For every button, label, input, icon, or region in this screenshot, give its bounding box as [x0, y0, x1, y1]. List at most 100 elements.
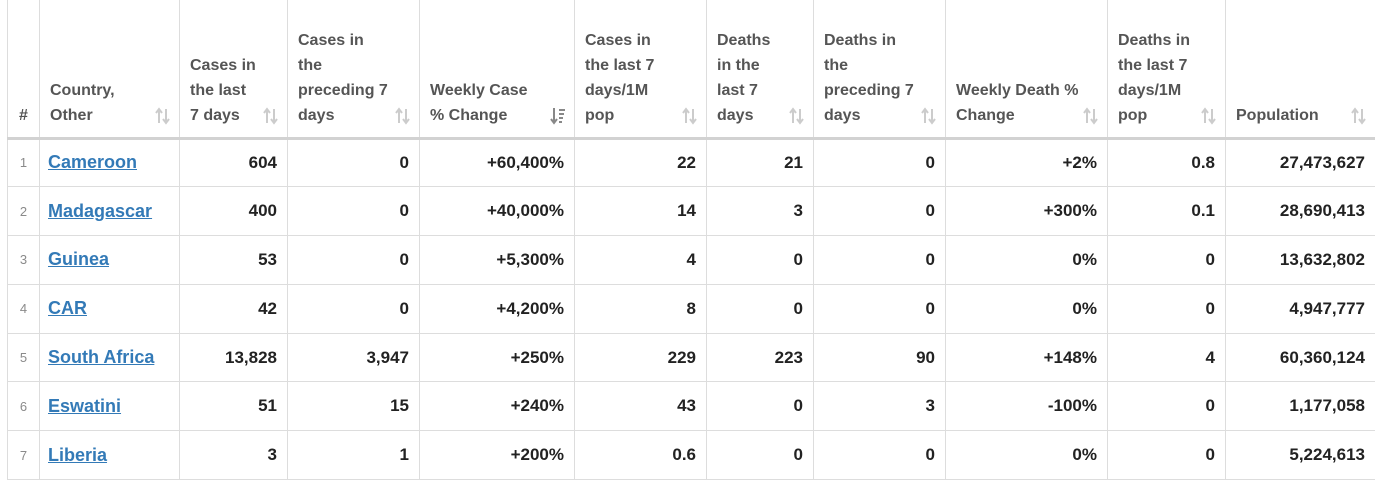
header-label: Weekly Case % Change [430, 81, 528, 124]
header-population[interactable]: Population [1225, 0, 1375, 140]
cases-preceding-7-days-cell: 0 [287, 138, 420, 188]
country-link[interactable]: Eswatini [48, 395, 122, 416]
deaths-preceding-7-days-cell: 0 [813, 138, 946, 188]
header-cases-last-7-days[interactable]: Cases in the last 7 days [179, 0, 288, 140]
sort-icon[interactable] [921, 106, 937, 125]
weekly-case-change-cell: +5,300% [419, 235, 575, 285]
cases-last-7-days-cell: 51 [179, 381, 288, 432]
header-cases-preceding-7-days[interactable]: Cases in the preceding 7 days [287, 0, 420, 140]
header-deaths-per-1m[interactable]: Deaths in the last 7 days/1M pop [1107, 0, 1226, 140]
header-country[interactable]: Country, Other [39, 0, 180, 140]
population-cell: 4,947,777 [1225, 284, 1375, 334]
cases-preceding-7-days-cell: 0 [287, 235, 420, 285]
country-cell: Madagascar [39, 186, 180, 237]
header-weekly-case-change[interactable]: Weekly Case % Change [419, 0, 575, 140]
population-cell: 27,473,627 [1225, 138, 1375, 188]
header-label: # [19, 106, 28, 124]
weekly-death-change-cell: -100% [945, 381, 1108, 432]
table-row: 4 CAR 42 0 +4,200% 8 0 0 0% 0 4,947,777 [7, 284, 1375, 334]
weekly-death-change-cell: 0% [945, 235, 1108, 285]
header-label: Cases in the last 7 days [190, 56, 256, 124]
deaths-preceding-7-days-cell: 0 [813, 235, 946, 285]
deaths-last-7-days-cell: 3 [706, 186, 814, 237]
deaths-per-1m-cell: 0 [1107, 235, 1226, 285]
cases-last-7-days-cell: 400 [179, 186, 288, 237]
cases-per-1m-cell: 43 [574, 381, 707, 432]
sort-icon[interactable] [682, 106, 698, 125]
deaths-last-7-days-cell: 223 [706, 333, 814, 383]
weekly-death-change-cell: 0% [945, 430, 1108, 481]
cases-per-1m-cell: 229 [574, 333, 707, 383]
header-deaths-preceding-7-days[interactable]: Deaths in the preceding 7 days [813, 0, 946, 140]
country-cell: Guinea [39, 235, 180, 285]
table-row: 5 South Africa 13,828 3,947 +250% 229 223 90 +14… [7, 333, 1375, 383]
header-label: Cases in the last 7 days/1M pop [585, 31, 655, 124]
country-link[interactable]: CAR [48, 298, 87, 319]
population-cell: 60,360,124 [1225, 333, 1375, 383]
country-cell: Liberia [39, 430, 180, 481]
row-number: 1 [7, 138, 40, 188]
deaths-preceding-7-days-cell: 0 [813, 186, 946, 237]
header-label: Deaths in the preceding 7 days [824, 31, 914, 124]
country-link[interactable]: South Africa [48, 347, 155, 368]
weekly-death-change-cell: +148% [945, 333, 1108, 383]
cases-per-1m-cell: 14 [574, 186, 707, 237]
deaths-per-1m-cell: 0 [1107, 284, 1226, 334]
weekly-death-change-cell: +2% [945, 138, 1108, 188]
country-cell: CAR [39, 284, 180, 334]
sort-desc-icon[interactable] [550, 107, 566, 125]
cases-per-1m-cell: 22 [574, 138, 707, 188]
country-cell: South Africa [39, 333, 180, 383]
deaths-per-1m-cell: 0 [1107, 381, 1226, 432]
country-link[interactable]: Madagascar [48, 200, 153, 221]
cases-preceding-7-days-cell: 0 [287, 186, 420, 237]
sort-icon[interactable] [1201, 106, 1217, 125]
sort-icon[interactable] [155, 106, 171, 125]
deaths-preceding-7-days-cell: 90 [813, 333, 946, 383]
country-link[interactable]: Guinea [48, 249, 110, 270]
row-number: 3 [7, 235, 40, 285]
header-deaths-last-7-days[interactable]: Deaths in the last 7 days [706, 0, 814, 140]
header-label: Deaths in the last 7 days [717, 31, 771, 124]
deaths-last-7-days-cell: 0 [706, 284, 814, 334]
sort-icon[interactable] [789, 106, 805, 125]
population-cell: 5,224,613 [1225, 430, 1375, 481]
header-label: Country, Other [50, 81, 115, 124]
cases-per-1m-cell: 4 [574, 235, 707, 285]
country-cell: Eswatini [39, 381, 180, 432]
sort-icon[interactable] [395, 106, 411, 125]
table-row: 1 Cameroon 604 0 +60,400% 22 21 0 +2% 0.8 27,473,6… [7, 138, 1375, 188]
cases-last-7-days-cell: 13,828 [179, 333, 288, 383]
population-cell: 28,690,413 [1225, 186, 1375, 237]
header-label: Cases in the preceding 7 days [298, 31, 388, 124]
weekly-case-change-cell: +40,000% [419, 186, 575, 237]
sort-icon[interactable] [1083, 106, 1099, 125]
deaths-preceding-7-days-cell: 3 [813, 381, 946, 432]
header-cases-per-1m[interactable]: Cases in the last 7 days/1M pop [574, 0, 707, 140]
deaths-preceding-7-days-cell: 0 [813, 430, 946, 481]
header-weekly-death-change[interactable]: Weekly Death % Change [945, 0, 1108, 140]
sort-icon[interactable] [1351, 106, 1367, 125]
deaths-last-7-days-cell: 0 [706, 430, 814, 481]
cases-last-7-days-cell: 53 [179, 235, 288, 285]
header-row: # Country, Other Cases in the last 7 day… [7, 0, 1375, 140]
header-label: Weekly Death % Change [956, 81, 1079, 124]
cases-last-7-days-cell: 42 [179, 284, 288, 334]
weekly-death-change-cell: 0% [945, 284, 1108, 334]
country-link[interactable]: Cameroon [48, 152, 138, 173]
weekly-case-change-cell: +60,400% [419, 138, 575, 188]
population-cell: 13,632,802 [1225, 235, 1375, 285]
header-label: Population [1236, 106, 1319, 124]
country-link[interactable]: Liberia [48, 444, 108, 465]
row-number: 5 [7, 333, 40, 383]
weekly-case-change-cell: +200% [419, 430, 575, 481]
deaths-last-7-days-cell: 0 [706, 235, 814, 285]
row-number: 2 [7, 186, 40, 237]
table-body: 1 Cameroon 604 0 +60,400% 22 21 0 +2% 0.8 27,473,6… [7, 138, 1375, 481]
row-number: 4 [7, 284, 40, 334]
deaths-per-1m-cell: 0 [1107, 430, 1226, 481]
sort-icon[interactable] [263, 106, 279, 125]
table-row: 2 Madagascar 400 0 +40,000% 14 3 0 +300% 0.1 28,69… [7, 186, 1375, 237]
weekly-death-change-cell: +300% [945, 186, 1108, 237]
